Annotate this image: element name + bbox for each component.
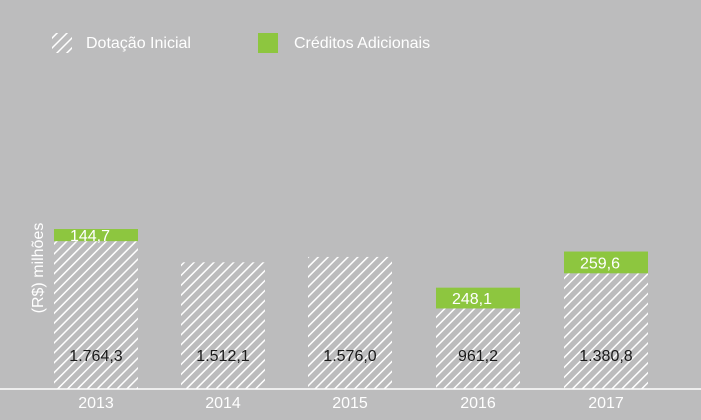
bar-dotacao-2015 (308, 256, 392, 389)
x-tick-label-2015: 2015 (332, 395, 368, 412)
value-label-dotacao-2015: 1.576,0 (323, 348, 376, 365)
legend-label-dotacao: Dotação Inicial (86, 35, 191, 52)
x-tick-label-2013: 2013 (78, 395, 114, 412)
value-label-dotacao-2013: 1.764,3 (69, 348, 122, 365)
bar-dotacao-2013 (54, 241, 138, 389)
value-label-creditos-2016: 248,1 (452, 291, 492, 308)
x-tick-label-2014: 2014 (205, 395, 241, 412)
value-label-dotacao-2014: 1.512,1 (196, 348, 249, 365)
bar-creditos-2016 (436, 287, 520, 309)
bar-dotacao-2017 (564, 273, 648, 389)
bar-dotacao-2014 (181, 262, 265, 389)
legend-swatch-creditos (258, 33, 278, 53)
bar-creditos-2017 (564, 251, 648, 274)
y-axis-label: (R$) milhões (30, 223, 47, 314)
value-label-creditos-2013: 144,7 (70, 228, 110, 245)
value-label-dotacao-2016: 961,2 (458, 348, 498, 365)
legend-swatch-dotacao (52, 33, 72, 53)
x-axis-ticks: 2013 2014 2015 2016 2017 (78, 395, 624, 412)
legend: Dotação Inicial Créditos Adicionais (52, 33, 430, 53)
bar-dotacao-2016 (436, 308, 520, 389)
x-tick-label-2017: 2017 (588, 395, 624, 412)
bars: 1.764,3 144,7 1.512,1 1.576,0 961,2 248,1 1.38… (54, 228, 648, 389)
bar-creditos-2013 (54, 229, 138, 242)
value-label-dotacao-2017: 1.380,8 (579, 348, 632, 365)
x-tick-label-2016: 2016 (460, 395, 496, 412)
value-label-creditos-2017: 259,6 (580, 255, 620, 272)
legend-label-creditos: Créditos Adicionais (294, 35, 430, 52)
